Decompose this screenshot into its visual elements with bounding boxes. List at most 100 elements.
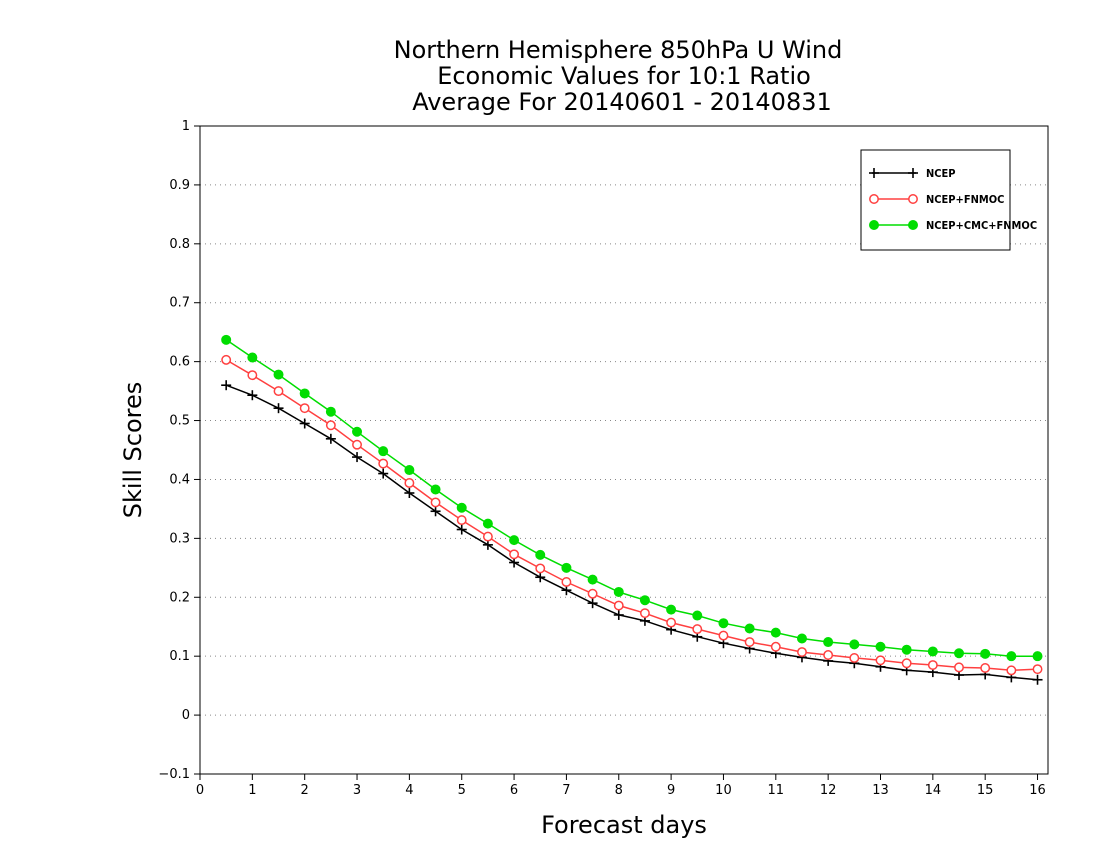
y-tick-label: 0 — [182, 708, 190, 723]
y-tick-label: 1 — [182, 119, 190, 134]
data-point — [561, 562, 572, 573]
data-point — [875, 655, 886, 666]
legend-label: NCEP+CMC+FNMOC — [926, 219, 1037, 232]
y-tick-label: 0.9 — [169, 178, 190, 193]
data-point — [587, 574, 598, 585]
data-point — [299, 403, 310, 414]
legend-entry: NCEP — [869, 167, 956, 180]
x-tick-label: 11 — [768, 783, 785, 798]
data-point — [1032, 651, 1043, 662]
data-point — [378, 446, 389, 457]
chart-title-line-3: Average For 20140601 - 20140831 — [412, 88, 832, 116]
legend: NCEP NCEP+FNMOC NCEP+CMC+FNMOC — [860, 149, 1037, 251]
y-tick-label: 0.8 — [169, 237, 190, 252]
x-tick-label: 12 — [820, 783, 837, 798]
data-point — [247, 370, 258, 381]
data-point — [247, 352, 258, 363]
data-point — [1006, 665, 1017, 676]
x-tick-label: 10 — [715, 783, 732, 798]
x-axis-label: Forecast days — [541, 811, 707, 839]
x-tick-label: 16 — [1029, 783, 1046, 798]
y-tick-label: 0.3 — [169, 531, 190, 546]
data-point — [980, 663, 991, 673]
data-point — [849, 652, 860, 663]
data-point — [666, 604, 677, 615]
data-point — [535, 563, 546, 574]
x-tick-label: 2 — [301, 783, 309, 798]
data-point — [352, 452, 363, 463]
y-axis-label: Skill Scores — [119, 382, 147, 519]
data-point — [666, 617, 677, 628]
x-tick-label: 0 — [196, 783, 204, 798]
data-point — [869, 194, 879, 204]
data-point — [796, 633, 807, 644]
data-point — [325, 420, 336, 431]
data-point — [1032, 674, 1043, 685]
y-tick-label: 0.6 — [169, 355, 190, 370]
data-point — [325, 406, 336, 417]
data-point — [482, 531, 493, 542]
data-point — [770, 627, 781, 638]
y-tick-label: 0.4 — [169, 472, 190, 487]
chart-title-line-2: Economic Values for 10:1 Ratio — [437, 62, 811, 90]
data-point — [797, 647, 807, 658]
data-point — [1006, 651, 1017, 662]
data-point — [823, 637, 834, 648]
data-point — [908, 194, 918, 204]
data-point — [587, 588, 598, 599]
data-point — [639, 595, 650, 606]
data-point — [404, 478, 415, 488]
data-point — [247, 390, 258, 401]
series-layer — [221, 334, 1043, 685]
y-tick-label: 0.7 — [169, 296, 190, 311]
data-point — [430, 506, 441, 517]
data-point — [430, 497, 441, 508]
data-point — [770, 641, 781, 652]
x-tick-label: 4 — [405, 783, 413, 798]
x-tick-label: 15 — [977, 783, 994, 798]
plot-frame — [199, 125, 1049, 775]
data-point — [869, 220, 879, 230]
data-point — [927, 646, 938, 657]
data-point — [273, 386, 284, 397]
x-tick-label: 3 — [353, 783, 361, 798]
data-point — [1032, 664, 1043, 675]
series-line — [225, 384, 1038, 681]
x-tick-label: 6 — [510, 783, 518, 798]
data-point — [456, 524, 467, 535]
data-point — [639, 608, 650, 619]
x-tick-label: 1 — [248, 783, 256, 798]
y-tick-label: 0.5 — [169, 414, 190, 429]
data-point — [299, 388, 310, 399]
data-point — [980, 648, 991, 659]
data-point — [482, 518, 493, 529]
data-point — [535, 572, 546, 583]
legend-label: NCEP+FNMOC — [926, 193, 1004, 206]
data-point — [509, 535, 520, 546]
data-point — [352, 439, 362, 450]
y-tick-label: −0.1 — [158, 767, 190, 782]
data-point — [587, 598, 598, 609]
data-point — [561, 577, 572, 587]
data-point — [718, 630, 729, 641]
data-point — [744, 623, 755, 634]
data-point — [908, 168, 918, 178]
data-point — [378, 468, 389, 479]
data-point — [849, 639, 860, 650]
data-point — [221, 380, 232, 391]
y-tick-label: 0.1 — [169, 649, 190, 664]
legend-label: NCEP — [926, 167, 956, 180]
series-ncep — [221, 380, 1043, 685]
data-point — [692, 624, 703, 635]
series-ncep-cmc-fnmoc — [221, 334, 1043, 662]
chart-title: Northern Hemisphere 850hPa U Wind Econom… — [394, 36, 843, 116]
x-tick-label: 14 — [925, 783, 942, 798]
data-point — [823, 650, 834, 660]
data-point — [456, 502, 467, 513]
data-point — [352, 426, 363, 437]
x-tick-label: 13 — [872, 783, 889, 798]
data-point — [927, 660, 938, 670]
data-point — [378, 458, 389, 469]
data-point — [908, 220, 918, 230]
